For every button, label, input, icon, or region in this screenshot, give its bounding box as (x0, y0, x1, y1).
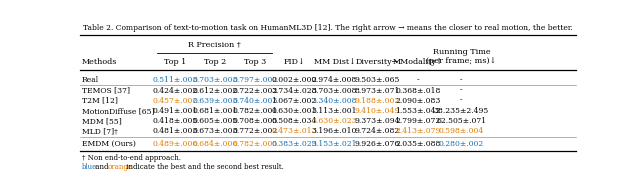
Text: MDM [55]: MDM [55] (82, 117, 122, 125)
Text: 0.002±.000: 0.002±.000 (271, 76, 317, 84)
Text: 0.424±.002: 0.424±.002 (152, 86, 198, 94)
Text: 0.772±.002: 0.772±.002 (232, 127, 278, 135)
Text: Top 1: Top 1 (164, 58, 186, 66)
Text: 2.413±.079: 2.413±.079 (396, 127, 441, 135)
Text: 2.799±.072: 2.799±.072 (396, 117, 441, 125)
Text: 0.703±.003: 0.703±.003 (193, 76, 238, 84)
Text: MLD [7]†: MLD [7]† (82, 127, 118, 135)
Text: 0.508±.034: 0.508±.034 (271, 117, 317, 125)
Text: Methods: Methods (82, 58, 117, 66)
Text: 0.673±.003: 0.673±.003 (193, 127, 238, 135)
Text: Top 2: Top 2 (204, 58, 227, 66)
Text: -: - (460, 86, 463, 94)
Text: 0.511±.003: 0.511±.003 (152, 76, 198, 84)
Text: 9.926±.076: 9.926±.076 (354, 140, 399, 148)
Text: 0.782±.005: 0.782±.005 (232, 140, 278, 148)
Text: 0.782±.001: 0.782±.001 (232, 107, 278, 115)
Text: 9.188±.002: 9.188±.002 (354, 97, 399, 105)
Text: 1.067±.002: 1.067±.002 (271, 97, 317, 105)
Text: 1.553±.042: 1.553±.042 (396, 107, 441, 115)
Text: 0.797±.002: 0.797±.002 (232, 76, 278, 84)
Text: 0.612±.002: 0.612±.002 (193, 86, 238, 94)
Text: -: - (460, 97, 463, 105)
Text: 2.090±.083: 2.090±.083 (396, 97, 441, 105)
Text: MModality↑: MModality↑ (393, 58, 444, 66)
Text: † Non end-to-end approach.: † Non end-to-end approach. (82, 153, 181, 161)
Text: 9.410±.049: 9.410±.049 (354, 107, 399, 115)
Text: 0.383±.029: 0.383±.029 (271, 140, 317, 148)
Text: 3.153±.021: 3.153±.021 (312, 140, 357, 148)
Text: -: - (460, 76, 463, 84)
Text: 3.630±.023: 3.630±.023 (312, 117, 357, 125)
Text: 3.113±.001: 3.113±.001 (312, 107, 357, 115)
Text: 38.235±2.495: 38.235±2.495 (434, 107, 489, 115)
Text: 0.491±.001: 0.491±.001 (152, 107, 198, 115)
Text: 8.973±.071: 8.973±.071 (354, 86, 399, 94)
Text: 2.035±.088: 2.035±.088 (396, 140, 441, 148)
Text: 9.724±.082: 9.724±.082 (354, 127, 399, 135)
Text: 0.722±.002: 0.722±.002 (232, 86, 278, 94)
Text: 0.740±.003: 0.740±.003 (232, 97, 278, 105)
Text: 62.505±.071: 62.505±.071 (436, 117, 486, 125)
Text: Top 3: Top 3 (244, 58, 266, 66)
Text: orange: orange (108, 163, 132, 171)
Text: -: - (417, 76, 420, 84)
Text: 0.630±.001: 0.630±.001 (271, 107, 317, 115)
Text: R Precision †: R Precision † (188, 41, 241, 49)
Text: 0.708±.005: 0.708±.005 (232, 117, 278, 125)
Text: FID↓: FID↓ (283, 58, 305, 66)
Text: MM Dist↓: MM Dist↓ (314, 58, 355, 66)
Text: T2M [12]: T2M [12] (82, 97, 118, 105)
Text: 0.605±.005: 0.605±.005 (193, 117, 238, 125)
Text: 0.280±.002: 0.280±.002 (439, 140, 484, 148)
Text: 2.974±.008: 2.974±.008 (312, 76, 357, 84)
Text: Running Time
(per frame; ms)↓: Running Time (per frame; ms)↓ (426, 48, 497, 65)
Text: 3.734±.028: 3.734±.028 (271, 86, 317, 94)
Text: 0.473±.013: 0.473±.013 (271, 127, 317, 135)
Text: 3.196±.010: 3.196±.010 (312, 127, 357, 135)
Text: 0.489±.006: 0.489±.006 (152, 140, 198, 148)
Text: 3.340±.008: 3.340±.008 (312, 97, 357, 105)
Text: 9.373±.094: 9.373±.094 (354, 117, 399, 125)
Text: indicate the best and the second best result.: indicate the best and the second best re… (124, 163, 284, 171)
Text: EMDM (Ours): EMDM (Ours) (82, 140, 136, 148)
Text: MotionDiffuse [65]: MotionDiffuse [65] (82, 107, 154, 115)
Text: and: and (93, 163, 111, 171)
Text: 0.481±.003: 0.481±.003 (152, 127, 198, 135)
Text: 0.681±.001: 0.681±.001 (193, 107, 238, 115)
Text: blue: blue (82, 163, 97, 171)
Text: 3.703±.008: 3.703±.008 (312, 86, 357, 94)
Text: 0.368±.018: 0.368±.018 (396, 86, 441, 94)
Text: 0.457±.002: 0.457±.002 (152, 97, 198, 105)
Text: 0.598±.004: 0.598±.004 (439, 127, 484, 135)
Text: Diversity→: Diversity→ (355, 58, 399, 66)
Text: Table 2. Comparison of text-to-motion task on HumanML3D [12]. The right arrow → : Table 2. Comparison of text-to-motion ta… (83, 24, 573, 32)
Text: 0.684±.006: 0.684±.006 (193, 140, 238, 148)
Text: Real: Real (82, 76, 99, 84)
Text: 0.639±.003: 0.639±.003 (193, 97, 238, 105)
Text: TEMOS [37]: TEMOS [37] (82, 86, 130, 94)
Text: 0.418±.005: 0.418±.005 (152, 117, 198, 125)
Text: 9.503±.065: 9.503±.065 (354, 76, 399, 84)
